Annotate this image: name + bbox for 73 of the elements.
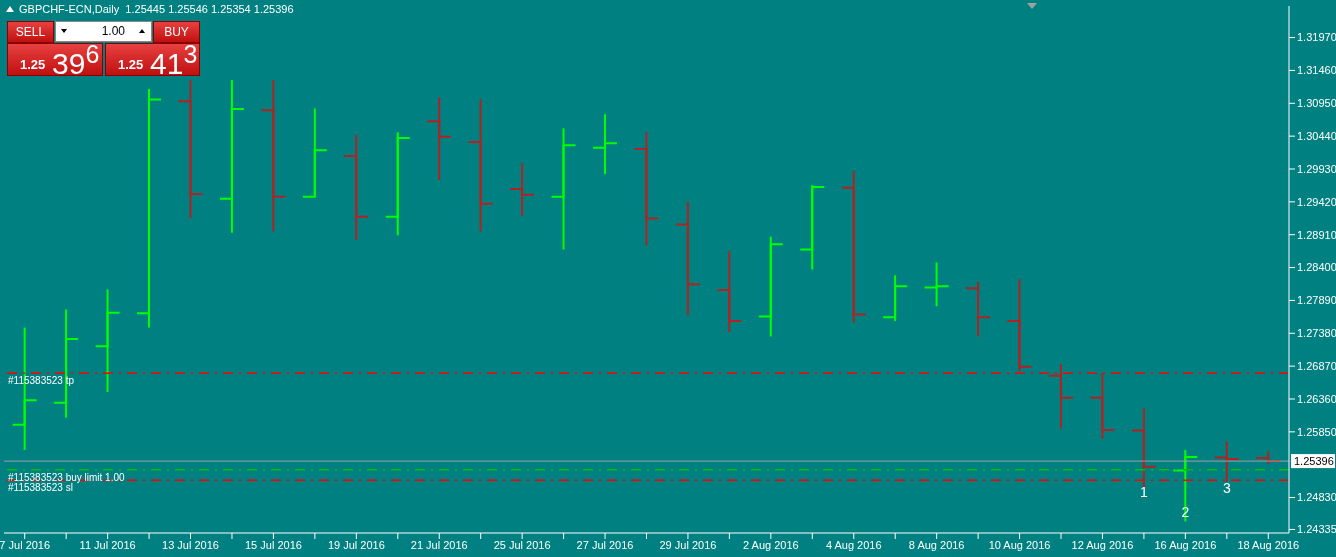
y-tick-label: 1.28400 <box>1297 261 1336 274</box>
x-tick-label: 7 Jul 2016 <box>0 538 51 551</box>
buy-button: BUY <box>153 21 200 43</box>
candlestick <box>301 107 328 198</box>
x-tick-label: 12 Aug 2016 <box>1071 538 1134 551</box>
candlestick <box>94 288 121 393</box>
candlestick <box>550 127 577 251</box>
buy-price-box: 1.25 41$^{3}$ <box>105 43 200 76</box>
x-tick-label: 8 Aug 2016 <box>908 538 965 551</box>
y-tick-label: 1.26870 <box>1297 360 1336 373</box>
candlestick <box>1006 278 1033 373</box>
x-tick-label: 19 Jul 2016 <box>327 538 385 551</box>
candlestick <box>260 79 287 233</box>
x-tick-label: 4 Aug 2016 <box>825 538 882 551</box>
x-tick-label: 13 Jul 2016 <box>162 538 219 551</box>
candlestick <box>343 133 370 241</box>
candlestick <box>426 96 453 181</box>
candlestick <box>923 261 950 308</box>
candlestick <box>716 250 743 333</box>
sell-button: SELL <box>7 21 54 43</box>
ref-line-label: #115383523 buy limit 1.00 <box>8 471 126 483</box>
y-tick-label: 1.31460 <box>1297 64 1336 77</box>
y-tick-label: 1.26360 <box>1297 392 1336 405</box>
candlestick <box>633 131 660 247</box>
lot-field: 1.00 <box>55 21 152 42</box>
sell-price-box: 1.25 39$^{6}$ <box>7 43 103 76</box>
y-tick-label: 1.24335 <box>1297 523 1336 536</box>
x-tick-label: 16 Aug 2016 <box>1154 538 1217 551</box>
candlestick <box>965 280 992 338</box>
x-tick-label: 29 Jul 2016 <box>659 538 717 551</box>
candlestick <box>1047 363 1074 430</box>
x-tick-label: 21 Jul 2016 <box>410 538 468 551</box>
annotation: 2 <box>1181 504 1190 521</box>
annotation: 1 <box>1139 484 1149 500</box>
candlestick <box>177 79 204 219</box>
x-tick-label: 18 Aug 2016 <box>1237 538 1300 551</box>
candlestick <box>674 200 701 317</box>
candlestick <box>757 235 784 338</box>
y-tick-label: 1.28910 <box>1297 228 1336 241</box>
ref-line-label: #115383523 sl <box>8 482 73 494</box>
candlestick <box>509 162 536 218</box>
ref-line-label: 1.25396 <box>1294 455 1334 468</box>
ref-line-label: #115383523 tp <box>8 375 75 387</box>
candlestick <box>136 88 162 329</box>
y-tick-label: 1.31970 <box>1297 31 1336 44</box>
candlestick <box>1172 448 1199 523</box>
y-tick-label: 1.30950 <box>1297 97 1336 110</box>
x-tick-label: 2 Aug 2016 <box>743 538 799 551</box>
candlestick <box>1089 372 1116 440</box>
x-tick-label: 15 Jul 2016 <box>244 538 302 551</box>
candlestick <box>840 169 867 324</box>
candlestick <box>218 79 245 234</box>
y-tick-label: 1.25850 <box>1297 425 1336 438</box>
y-tick-label: 1.27890 <box>1297 294 1336 307</box>
x-tick-label: 25 Jul 2016 <box>493 538 551 551</box>
y-tick-label: 1.29420 <box>1297 195 1336 208</box>
annotation: 1.25 <box>20 57 46 72</box>
x-tick-label: 11 Jul 2016 <box>79 538 136 551</box>
candlestick <box>591 113 618 176</box>
x-tick-label: 10 Aug 2016 <box>988 538 1051 551</box>
y-tick-label: 1.24830 <box>1297 491 1336 504</box>
candlestick <box>882 274 909 323</box>
annotation: 1.25 <box>118 57 144 72</box>
y-tick-label: 1.29930 <box>1297 162 1336 175</box>
candlestick <box>1213 440 1240 483</box>
y-tick-label: 1.27380 <box>1297 327 1336 340</box>
candlestick <box>467 98 494 233</box>
chart-title: GBPCHF-ECN,Daily 1.25445 1.25546 1.25354 1.25396 <box>19 3 294 15</box>
candlestick <box>799 184 826 271</box>
y-tick-label: 1.30440 <box>1297 130 1336 143</box>
x-tick-label: 27 Jul 2016 <box>576 538 634 551</box>
candlestick <box>384 131 411 237</box>
annotation: 3 <box>1221 480 1232 496</box>
